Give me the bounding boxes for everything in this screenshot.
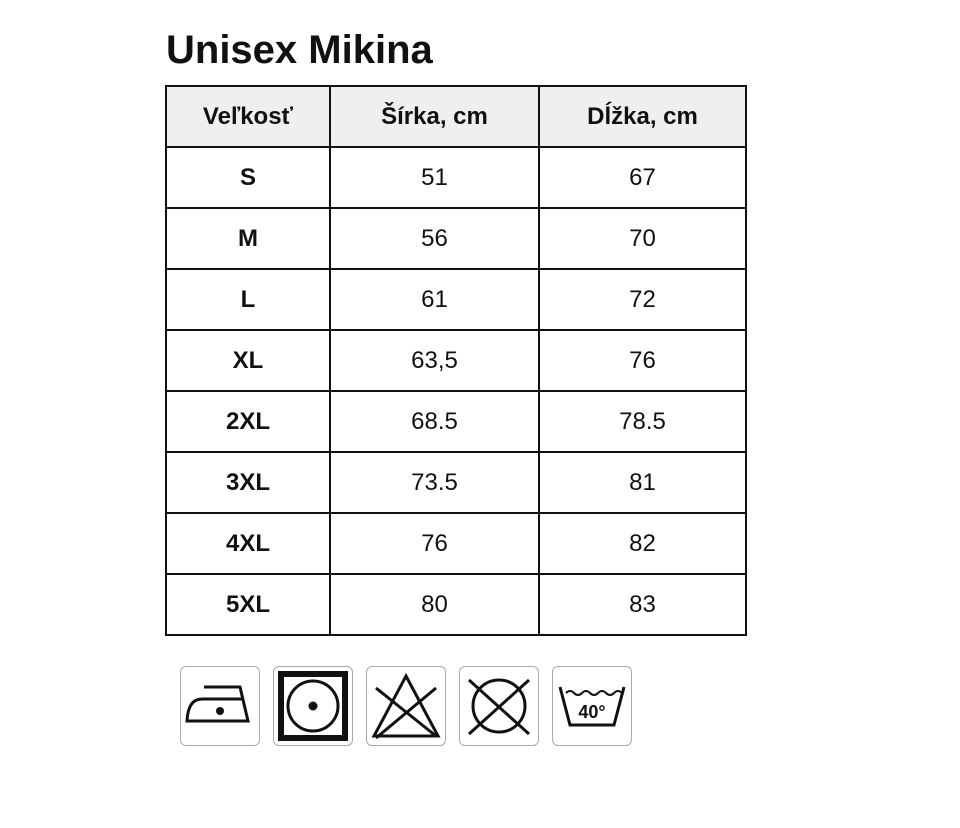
wash-40-icon: 40° (552, 666, 632, 746)
cell-width: 51 (329, 146, 540, 209)
cell-size: 5XL (165, 573, 331, 636)
cell-size: XL (165, 329, 331, 392)
cell-size: 4XL (165, 512, 331, 575)
table-row: 5XL 80 83 (165, 573, 747, 636)
cell-size: L (165, 268, 331, 331)
header-width: Šírka, cm (329, 85, 540, 148)
cell-size: 3XL (165, 451, 331, 514)
table-row: S 51 67 (165, 146, 747, 209)
cell-length: 83 (538, 573, 747, 636)
cell-width: 63,5 (329, 329, 540, 392)
care-icons: 40° (180, 666, 632, 746)
cell-length: 76 (538, 329, 747, 392)
do-not-dry-clean-icon (459, 666, 539, 746)
header-size: Veľkosť (165, 85, 331, 148)
cell-length: 78.5 (538, 390, 747, 453)
cell-width: 68.5 (329, 390, 540, 453)
table-row: 4XL 76 82 (165, 512, 747, 575)
cell-size: S (165, 146, 331, 209)
cell-size: 2XL (165, 390, 331, 453)
table-row: L 61 72 (165, 268, 747, 331)
cell-length: 70 (538, 207, 747, 270)
table-header-row: Veľkosť Šírka, cm Dĺžka, cm (165, 85, 747, 148)
cell-width: 73.5 (329, 451, 540, 514)
cell-length: 72 (538, 268, 747, 331)
cell-width: 56 (329, 207, 540, 270)
table-row: XL 63,5 76 (165, 329, 747, 392)
table-row: 2XL 68.5 78.5 (165, 390, 747, 453)
do-not-bleach-icon (366, 666, 446, 746)
cell-size: M (165, 207, 331, 270)
cell-length: 81 (538, 451, 747, 514)
iron-low-heat-icon (180, 666, 260, 746)
page-title: Unisex Mikina (166, 28, 433, 72)
header-length: Dĺžka, cm (538, 85, 747, 148)
size-table: Veľkosť Šírka, cm Dĺžka, cm S 51 67 M 56 70 L 6… (165, 85, 747, 636)
cell-width: 61 (329, 268, 540, 331)
cell-width: 80 (329, 573, 540, 636)
table-row: 3XL 73.5 81 (165, 451, 747, 514)
tumble-dry-low-icon (273, 666, 353, 746)
cell-length: 67 (538, 146, 747, 209)
table-row: M 56 70 (165, 207, 747, 270)
wash-temperature-label: 40° (578, 702, 605, 722)
cell-width: 76 (329, 512, 540, 575)
cell-length: 82 (538, 512, 747, 575)
